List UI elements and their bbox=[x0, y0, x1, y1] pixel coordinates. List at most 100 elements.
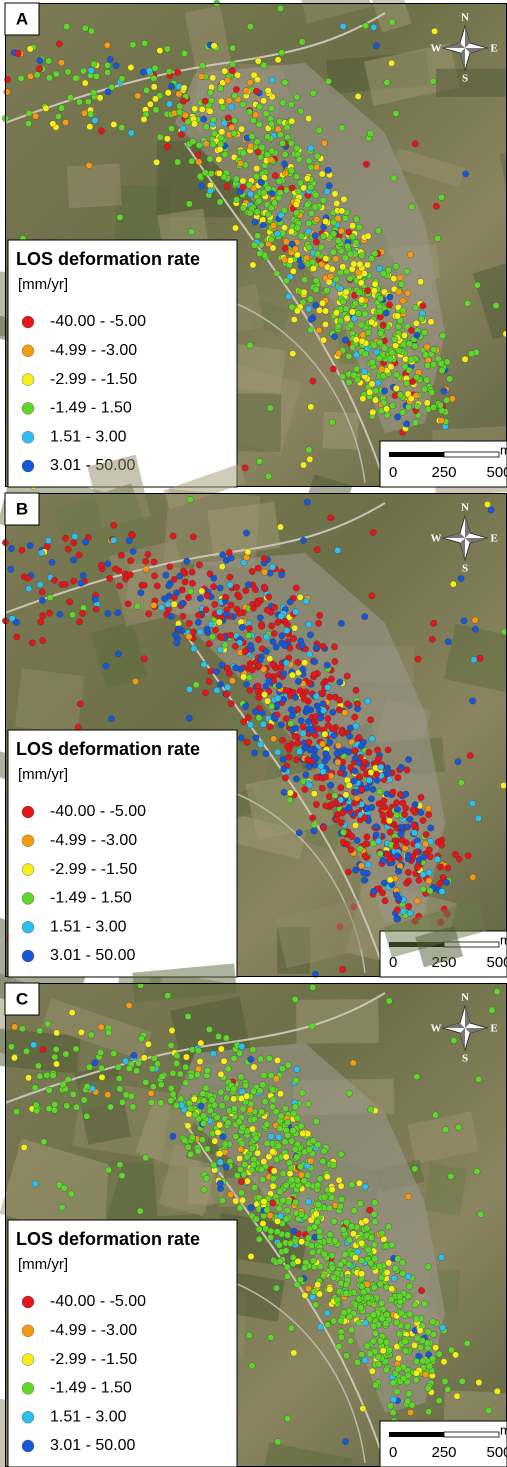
ps-point bbox=[297, 594, 303, 600]
ps-point bbox=[430, 78, 436, 84]
ps-point bbox=[122, 1058, 128, 1064]
ps-point bbox=[98, 562, 104, 568]
ps-point bbox=[260, 1082, 266, 1088]
ps-point bbox=[276, 1205, 282, 1211]
compass-w: W bbox=[431, 533, 442, 545]
ps-point bbox=[21, 1144, 27, 1150]
ps-point bbox=[375, 380, 381, 386]
ps-point bbox=[126, 1065, 132, 1071]
ps-point bbox=[277, 524, 283, 530]
ps-point bbox=[278, 50, 284, 56]
ps-point bbox=[62, 119, 68, 125]
ps-point bbox=[195, 612, 201, 618]
ps-point bbox=[344, 673, 350, 679]
ps-point bbox=[55, 113, 61, 119]
ps-point bbox=[321, 1273, 327, 1279]
ps-point bbox=[376, 1361, 382, 1367]
ps-point bbox=[285, 1062, 291, 1068]
ps-point bbox=[8, 566, 14, 572]
ps-point bbox=[471, 656, 477, 662]
ps-point bbox=[246, 674, 252, 680]
ps-point bbox=[356, 224, 362, 230]
ps-point bbox=[405, 404, 411, 410]
ps-point bbox=[67, 599, 73, 605]
ps-point bbox=[258, 1109, 264, 1115]
ps-point bbox=[360, 395, 366, 401]
ps-point bbox=[274, 1218, 280, 1224]
ps-point bbox=[354, 837, 360, 843]
ps-point bbox=[394, 853, 400, 859]
ps-point bbox=[346, 1090, 352, 1096]
ps-point bbox=[247, 722, 253, 728]
ps-point bbox=[310, 265, 316, 271]
ps-point bbox=[204, 593, 210, 599]
ps-point bbox=[128, 64, 134, 70]
ps-point bbox=[65, 1076, 71, 1082]
ps-point bbox=[394, 907, 400, 913]
ps-point bbox=[415, 842, 421, 848]
ps-point bbox=[323, 774, 329, 780]
ps-point bbox=[352, 768, 358, 774]
ps-point bbox=[166, 68, 172, 74]
ps-point bbox=[293, 757, 299, 763]
ps-point bbox=[40, 637, 46, 643]
ps-point bbox=[239, 624, 245, 630]
ps-point bbox=[80, 605, 86, 611]
ps-point bbox=[383, 310, 389, 316]
ps-point bbox=[65, 69, 71, 75]
ps-point bbox=[78, 1029, 84, 1035]
ps-point bbox=[174, 640, 180, 646]
ps-point bbox=[381, 388, 387, 394]
ps-point bbox=[339, 729, 345, 735]
ps-point bbox=[383, 1321, 389, 1327]
ps-point bbox=[70, 1091, 76, 1097]
ps-point bbox=[330, 249, 336, 255]
ps-point bbox=[420, 1358, 426, 1364]
legend-swatch bbox=[22, 374, 34, 386]
ps-point bbox=[293, 173, 299, 179]
ps-point bbox=[364, 288, 370, 294]
ps-point bbox=[378, 330, 384, 336]
ps-point bbox=[32, 1085, 38, 1091]
ps-point bbox=[54, 1030, 60, 1036]
ps-point bbox=[220, 552, 226, 558]
ps-point bbox=[370, 786, 376, 792]
ps-point bbox=[196, 142, 202, 148]
legend-swatch bbox=[22, 1382, 34, 1394]
ps-point bbox=[289, 118, 295, 124]
ps-point bbox=[208, 668, 214, 674]
legend-label: -1.49 - 1.50 bbox=[50, 1380, 132, 1397]
ps-point bbox=[488, 507, 494, 513]
ps-point bbox=[282, 170, 288, 176]
ps-point bbox=[268, 1234, 274, 1240]
ps-point bbox=[412, 343, 418, 349]
ps-point bbox=[401, 332, 407, 338]
ps-point bbox=[278, 212, 284, 218]
ps-point bbox=[41, 1139, 47, 1145]
ps-point bbox=[324, 662, 330, 668]
legend-swatch bbox=[22, 835, 34, 847]
ps-point bbox=[113, 62, 119, 68]
ps-point bbox=[355, 310, 361, 316]
ps-point bbox=[276, 682, 282, 688]
ps-point bbox=[316, 1228, 322, 1234]
ps-point bbox=[233, 196, 239, 202]
ps-point bbox=[359, 338, 365, 344]
ps-point bbox=[403, 805, 409, 811]
ps-point bbox=[363, 161, 369, 167]
ps-point bbox=[349, 1223, 355, 1229]
ps-point bbox=[319, 261, 325, 267]
ps-point bbox=[195, 152, 201, 158]
ps-point bbox=[420, 871, 426, 877]
ps-point bbox=[275, 695, 281, 701]
ps-point bbox=[331, 333, 337, 339]
ps-point bbox=[193, 682, 199, 688]
ps-point bbox=[305, 1235, 311, 1241]
ps-point bbox=[399, 1260, 405, 1266]
ps-point bbox=[270, 638, 276, 644]
ps-point bbox=[279, 140, 285, 146]
ps-point bbox=[380, 812, 386, 818]
ps-point bbox=[368, 255, 374, 261]
ps-point bbox=[329, 266, 335, 272]
ps-point bbox=[358, 280, 364, 286]
